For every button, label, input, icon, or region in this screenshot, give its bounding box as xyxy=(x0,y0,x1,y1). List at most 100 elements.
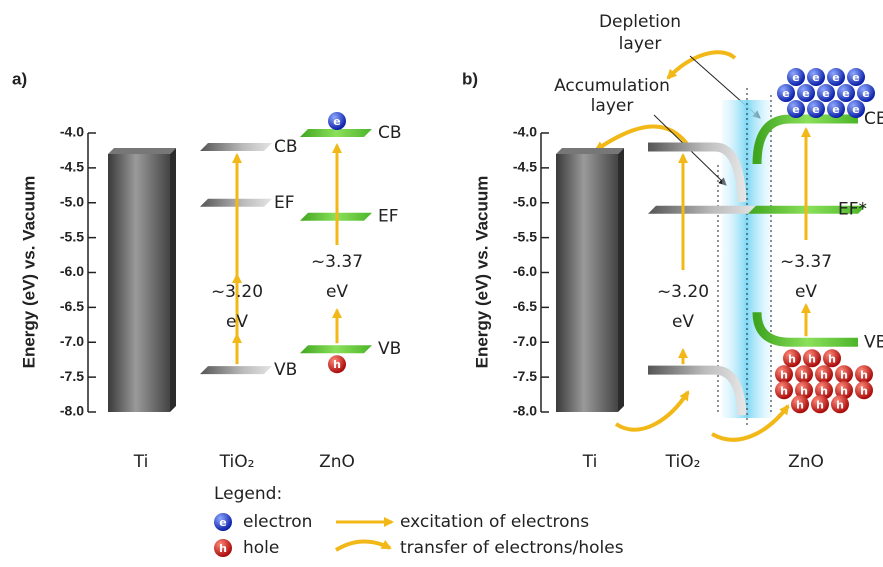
ti-side xyxy=(618,148,624,412)
hole-symbol: h xyxy=(860,384,868,397)
tick-label: -6.0 xyxy=(513,263,537,279)
legend-title: Legend: xyxy=(214,484,282,504)
electron-symbol: e xyxy=(832,103,839,116)
tick-label: -8.0 xyxy=(513,403,537,419)
hole-symbol: h xyxy=(780,368,788,381)
gap-label: eV xyxy=(226,312,248,332)
legend-text: transfer of electrons/holes xyxy=(400,538,624,558)
material-label: ZnO xyxy=(319,452,355,472)
legend-text: excitation of electrons xyxy=(400,512,589,532)
panel-label: a) xyxy=(12,69,27,88)
electron-symbol: e xyxy=(782,87,789,100)
electron-symbol: e xyxy=(842,87,849,100)
gap-label: ~3.37 xyxy=(311,252,363,272)
band xyxy=(648,206,756,214)
legend-text: electron xyxy=(243,512,312,532)
level-label: EF* xyxy=(838,200,867,220)
ti-block xyxy=(108,154,170,412)
band xyxy=(200,143,272,151)
electron-symbol: e xyxy=(862,87,869,100)
hole-symbol: h xyxy=(800,384,808,397)
material-label: Ti xyxy=(582,452,598,472)
level-label: VB xyxy=(378,339,401,359)
gap-label: ~3.20 xyxy=(211,282,263,302)
hole-symbol: h xyxy=(333,358,341,371)
tick-label: -4.0 xyxy=(60,124,84,140)
tick-label: -4.5 xyxy=(513,159,537,175)
tick-label: -6.0 xyxy=(60,263,84,279)
tick-label: -7.5 xyxy=(513,368,537,384)
electron-symbol: e xyxy=(802,87,809,100)
gap-label: ~3.37 xyxy=(780,252,832,272)
gap-label: eV xyxy=(795,282,817,302)
ti-block xyxy=(556,154,618,412)
electron-symbol: e xyxy=(812,103,819,116)
electron-symbol: e xyxy=(852,103,859,116)
hole-symbol: h xyxy=(816,398,824,411)
tick-label: -5.5 xyxy=(60,228,84,244)
electron-symbol: e xyxy=(792,103,799,116)
material-label: TiO₂ xyxy=(665,452,701,472)
panel-label: b) xyxy=(462,69,478,88)
legend-arrow xyxy=(336,541,390,550)
ti-top xyxy=(108,148,176,154)
annotation: Accumulation xyxy=(554,76,670,96)
ti-top xyxy=(556,148,624,154)
hole-symbol: h xyxy=(840,368,848,381)
material-label: ZnO xyxy=(788,452,824,472)
tick-label: -8.0 xyxy=(60,403,84,419)
tick-label: -5.0 xyxy=(513,193,537,209)
ti-side xyxy=(170,148,176,412)
level-label: VB xyxy=(274,360,297,380)
electron-symbol: e xyxy=(822,87,829,100)
tick-label: -4.5 xyxy=(60,159,84,175)
legend-text: hole xyxy=(243,538,279,558)
material-label: TiO₂ xyxy=(219,452,255,472)
tick-label: -7.5 xyxy=(60,368,84,384)
hole-symbol: h xyxy=(808,352,816,365)
hole-symbol: h xyxy=(219,542,227,555)
hole-symbol: h xyxy=(800,368,808,381)
tick-label: -7.0 xyxy=(60,333,84,349)
tick-label: -7.0 xyxy=(513,333,537,349)
band xyxy=(300,129,372,137)
level-label: CB xyxy=(864,109,883,129)
hole-symbol: h xyxy=(788,352,796,365)
hole-symbol: h xyxy=(840,384,848,397)
level-label: CB xyxy=(274,137,298,157)
hole-symbol: h xyxy=(836,398,844,411)
gap-label: eV xyxy=(326,282,348,302)
axis-label: Energy (eV) vs. Vacuum xyxy=(472,176,491,369)
figure: a) Energy (eV) vs. Vacuum -4.0 -4.5 -5.0 -5.5… xyxy=(0,0,883,567)
band xyxy=(200,366,272,374)
level-label: EF xyxy=(274,193,295,213)
band xyxy=(300,345,372,353)
annotation: layer xyxy=(619,34,662,54)
tick-label: -5.5 xyxy=(513,228,537,244)
electron-symbol: e xyxy=(852,71,859,84)
level-label: CB xyxy=(378,123,402,143)
material-label: Ti xyxy=(133,452,149,472)
tick-label: -4.0 xyxy=(513,124,537,140)
electron-symbol: e xyxy=(812,71,819,84)
electron-symbol: e xyxy=(219,516,226,529)
tick-label: -6.5 xyxy=(60,298,84,314)
gap-label: ~3.20 xyxy=(657,282,709,302)
hole-symbol: h xyxy=(860,368,868,381)
gap-label: eV xyxy=(672,312,694,332)
electron-symbol: e xyxy=(333,115,340,128)
level-label: VB xyxy=(864,332,883,352)
electron-symbol: e xyxy=(832,71,839,84)
hole-symbol: h xyxy=(780,384,788,397)
hole-symbol: h xyxy=(820,384,828,397)
hole-symbol: h xyxy=(796,398,804,411)
tick-label: -5.0 xyxy=(60,193,84,209)
hole-symbol: h xyxy=(828,352,836,365)
axis-label: Energy (eV) vs. Vacuum xyxy=(19,176,38,369)
level-label: EF xyxy=(378,207,399,227)
annotation: layer xyxy=(591,96,634,116)
tick-label: -6.5 xyxy=(513,298,537,314)
electron-symbol: e xyxy=(792,71,799,84)
hole-symbol: h xyxy=(820,368,828,381)
annotation: Depletion xyxy=(599,12,681,32)
